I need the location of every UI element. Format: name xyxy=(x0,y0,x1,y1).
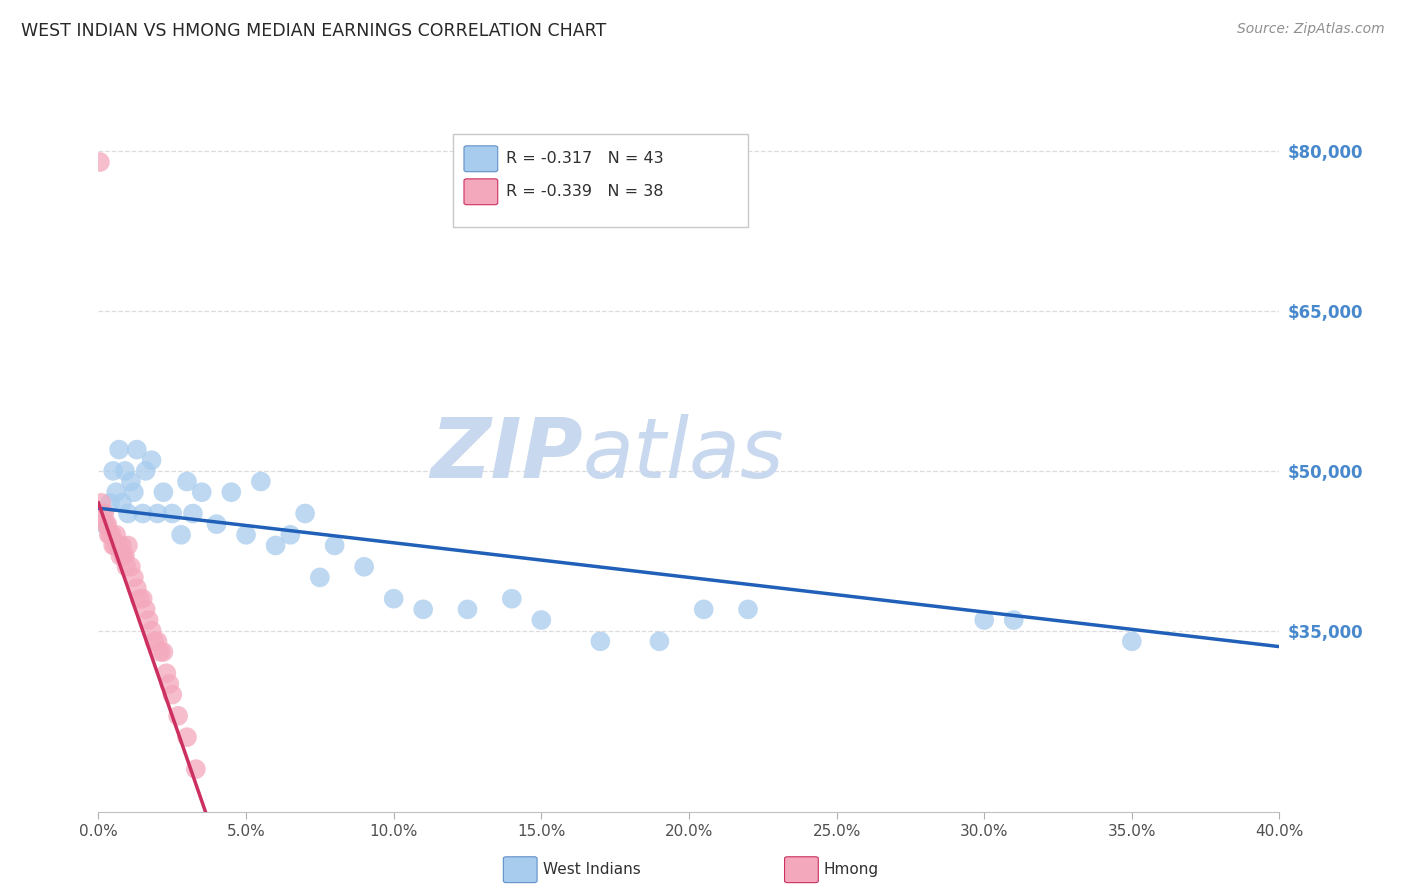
Point xyxy=(176,475,198,489)
Point xyxy=(128,591,150,606)
Text: ZIP: ZIP xyxy=(430,415,582,495)
Point xyxy=(162,507,183,521)
Text: R = -0.317   N = 43: R = -0.317 N = 43 xyxy=(506,152,664,166)
Point xyxy=(167,709,190,723)
Point xyxy=(132,507,155,521)
Point xyxy=(157,677,180,691)
Point xyxy=(501,591,523,606)
Point xyxy=(105,485,128,500)
Point xyxy=(737,602,759,616)
Point xyxy=(973,613,995,627)
Point xyxy=(205,517,228,532)
Point xyxy=(143,634,166,648)
Point xyxy=(89,155,111,169)
Point xyxy=(98,528,121,542)
Point xyxy=(294,507,316,521)
Point xyxy=(412,602,434,616)
Point xyxy=(1002,613,1025,627)
Point xyxy=(235,528,257,542)
Point xyxy=(125,442,148,457)
Point xyxy=(111,538,134,552)
Point xyxy=(149,645,172,659)
Point xyxy=(353,559,375,574)
Point xyxy=(155,666,177,681)
Point xyxy=(114,464,136,478)
Point xyxy=(110,549,132,563)
Point xyxy=(117,538,139,552)
Point xyxy=(162,688,183,702)
Point xyxy=(170,528,193,542)
Point xyxy=(309,570,332,584)
Point xyxy=(456,602,478,616)
Point xyxy=(146,507,169,521)
Point xyxy=(132,591,155,606)
Point xyxy=(141,453,163,467)
Point xyxy=(693,602,716,616)
Point xyxy=(115,559,138,574)
Point xyxy=(120,559,142,574)
Point xyxy=(152,645,174,659)
Point xyxy=(94,517,117,532)
Point xyxy=(112,549,135,563)
Point xyxy=(93,517,115,532)
Point xyxy=(103,538,125,552)
Point xyxy=(323,538,346,552)
Point xyxy=(1121,634,1143,648)
Point xyxy=(181,507,204,521)
Point xyxy=(138,613,160,627)
Point xyxy=(122,485,145,500)
Point xyxy=(111,496,134,510)
Point xyxy=(589,634,612,648)
Point xyxy=(98,496,121,510)
Text: R = -0.339   N = 38: R = -0.339 N = 38 xyxy=(506,185,664,199)
Point xyxy=(135,464,157,478)
Text: Hmong: Hmong xyxy=(824,863,879,877)
Point xyxy=(103,464,125,478)
Point xyxy=(250,475,273,489)
Point xyxy=(107,538,129,552)
Point xyxy=(96,517,118,532)
Text: atlas: atlas xyxy=(582,415,785,495)
Point xyxy=(382,591,405,606)
Point xyxy=(176,730,198,744)
Point xyxy=(122,570,145,584)
Point xyxy=(278,528,302,542)
Point xyxy=(530,613,553,627)
Text: West Indians: West Indians xyxy=(543,863,641,877)
Text: Source: ZipAtlas.com: Source: ZipAtlas.com xyxy=(1237,22,1385,37)
Point xyxy=(152,485,174,500)
Point xyxy=(146,634,169,648)
Point xyxy=(117,507,139,521)
Point xyxy=(120,475,142,489)
Point xyxy=(108,538,131,552)
Point xyxy=(104,538,127,552)
Point xyxy=(184,762,207,776)
Point xyxy=(114,549,136,563)
Point xyxy=(97,528,120,542)
Point xyxy=(105,528,128,542)
Point xyxy=(221,485,243,500)
Point xyxy=(141,624,163,638)
Point xyxy=(90,496,112,510)
Text: WEST INDIAN VS HMONG MEDIAN EARNINGS CORRELATION CHART: WEST INDIAN VS HMONG MEDIAN EARNINGS COR… xyxy=(21,22,606,40)
Point xyxy=(100,528,122,542)
Point xyxy=(108,442,131,457)
Point xyxy=(648,634,671,648)
Point xyxy=(125,581,148,595)
Point xyxy=(91,507,114,521)
Point xyxy=(264,538,287,552)
Point xyxy=(191,485,214,500)
Point xyxy=(135,602,157,616)
Point xyxy=(93,507,115,521)
